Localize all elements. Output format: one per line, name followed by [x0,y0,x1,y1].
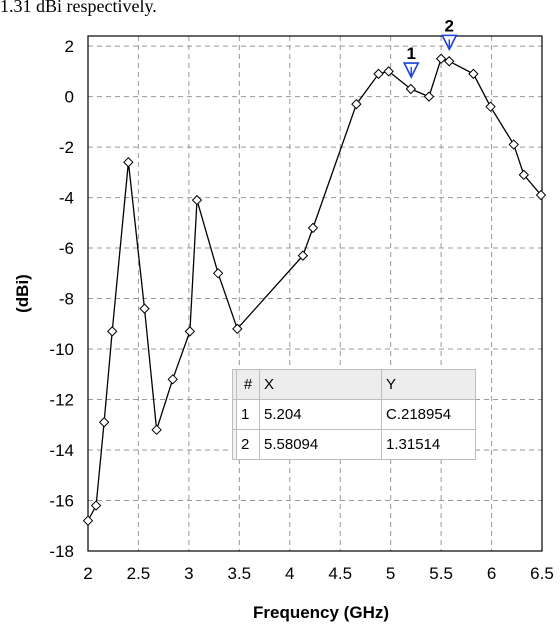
y-tick-label: -6 [59,239,74,258]
data-point [82,515,94,526]
cell-x: 5.204 [259,399,382,430]
marker-label: 2 [445,16,454,35]
data-point [373,68,384,80]
data-point [123,157,134,168]
data-point [383,66,394,77]
x-tick-label: 2 [83,564,92,583]
data-point [167,374,178,385]
data-point [212,268,224,279]
data-point [468,68,479,80]
data-point [232,323,243,335]
cell-y: C.218954 [381,399,476,430]
x-tick-label: 3.5 [228,564,252,583]
y-tick-label: -12 [49,391,74,410]
marker-table-header: # X Y [232,369,476,400]
y-tick-label: -10 [49,340,74,359]
marker-table-row: 2 5.58094 1.31514 [232,429,476,460]
data-point [139,303,150,314]
y-tick-label: -8 [59,290,74,309]
x-tick-label: 6.5 [530,564,554,583]
x-axis-label: Frequency (GHz) [253,603,389,622]
data-point [423,91,435,102]
y-tick-label: -16 [49,492,74,511]
data-point [405,83,417,95]
cell-index: 2 [236,429,260,460]
y-axis-label: (dBi) [13,274,32,313]
cell-y: 1.31514 [381,429,476,460]
marker-table-row: 1 5.204 C.218954 [232,399,476,430]
data-point [191,194,203,206]
header-y: Y [381,369,476,400]
x-tick-label: 6 [487,564,496,583]
caption-text: 1.31 dBi respectively. [0,0,157,16]
data-point [107,326,118,337]
data-point [443,56,455,67]
y-tick-label: -14 [49,441,74,460]
x-tick-label: 4 [285,564,294,583]
y-tick-label: -18 [49,542,74,561]
grid-lines [88,36,542,551]
data-point [508,139,519,150]
header-x: X [259,369,382,400]
y-tick-label: 0 [65,88,74,107]
x-tick-label: 3 [184,564,193,583]
series-line [87,57,542,522]
data-point [307,222,319,234]
cell-index: 1 [236,399,260,430]
data-point [98,417,110,428]
marker-label: 1 [407,44,416,63]
data-point [351,98,362,110]
cell-x: 5.58094 [259,429,382,460]
data-point [184,326,196,337]
marker-table: # X Y 1 5.204 C.218954 2 5.58094 1.31514 [232,369,476,460]
y-tick-label: -4 [59,189,74,208]
data-point [535,189,547,201]
data-point [518,169,530,181]
data-point [151,424,162,436]
data-point [90,500,102,511]
x-tick-label: 5 [386,564,395,583]
data-point [485,101,496,112]
data-point [435,53,447,64]
y-tick-label: -2 [59,138,74,157]
x-tick-label: 5.5 [429,564,453,583]
y-tick-label: 2 [65,37,74,56]
x-tick-label: 4.5 [328,564,352,583]
x-tick-label: 2.5 [127,564,151,583]
data-point [297,250,309,261]
header-index: # [236,369,260,400]
plot-frame [87,35,543,552]
